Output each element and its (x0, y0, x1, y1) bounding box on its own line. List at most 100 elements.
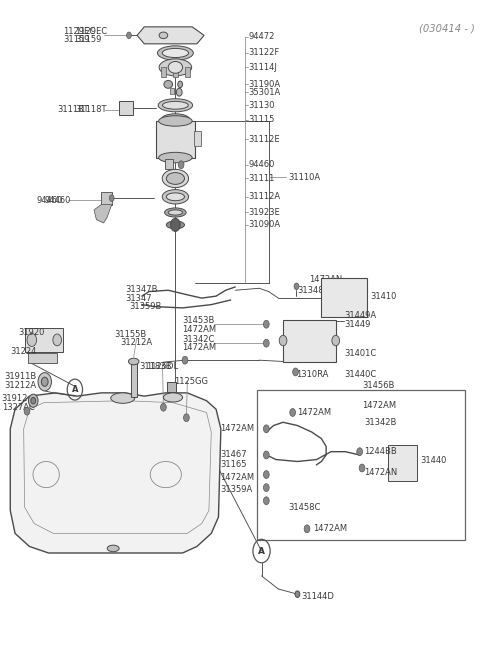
Bar (193, 132, 201, 146)
Circle shape (170, 218, 180, 231)
Bar (283, 320, 336, 362)
Text: 31920: 31920 (18, 328, 44, 337)
Text: 31190A: 31190A (249, 80, 281, 89)
Ellipse shape (158, 153, 192, 163)
Text: 31111: 31111 (249, 174, 275, 183)
Bar (169, 88, 174, 94)
Circle shape (359, 464, 365, 472)
Ellipse shape (129, 358, 139, 365)
Text: 31224: 31224 (11, 347, 37, 356)
Circle shape (357, 448, 362, 456)
Circle shape (290, 409, 296, 417)
Circle shape (178, 81, 182, 88)
Text: 1472AM: 1472AM (220, 424, 254, 434)
Circle shape (264, 496, 269, 504)
Text: 1129EC: 1129EC (63, 27, 95, 36)
Text: 31359B: 31359B (129, 302, 161, 311)
Circle shape (264, 483, 269, 491)
Circle shape (295, 591, 300, 597)
Polygon shape (10, 393, 221, 553)
Text: 31090A: 31090A (249, 220, 281, 229)
Bar (131, 362, 137, 398)
Circle shape (41, 377, 48, 386)
Bar (388, 445, 417, 481)
Text: 31159: 31159 (63, 35, 89, 45)
Text: 31118T: 31118T (75, 105, 107, 115)
Bar (156, 121, 194, 158)
Polygon shape (94, 204, 112, 223)
Text: 1472AM: 1472AM (182, 325, 216, 334)
Text: 1472AM: 1472AM (313, 524, 347, 533)
Text: 31144D: 31144D (301, 592, 334, 601)
Ellipse shape (159, 59, 192, 76)
Text: 31112A: 31112A (249, 193, 281, 201)
Text: A: A (258, 546, 265, 555)
Text: 31911B: 31911B (4, 372, 37, 381)
Bar (173, 67, 178, 77)
Text: 31114J: 31114J (249, 63, 277, 72)
Text: 31923E: 31923E (249, 208, 280, 217)
Bar (28, 353, 57, 364)
Text: 31110A: 31110A (288, 173, 320, 181)
Bar (257, 390, 465, 540)
Circle shape (127, 32, 132, 39)
Circle shape (264, 425, 269, 433)
Text: 94460: 94460 (36, 196, 63, 204)
Bar (24, 328, 63, 352)
Text: 1472AN: 1472AN (364, 468, 398, 477)
Text: 31449: 31449 (344, 320, 371, 329)
Text: 1125GG: 1125GG (174, 377, 208, 386)
Ellipse shape (168, 210, 182, 215)
Circle shape (178, 161, 184, 169)
Ellipse shape (162, 170, 189, 187)
Text: 94460: 94460 (45, 196, 71, 204)
Circle shape (24, 407, 30, 415)
Text: 1472AM: 1472AM (362, 402, 396, 411)
Ellipse shape (158, 99, 192, 112)
Ellipse shape (168, 62, 182, 73)
Ellipse shape (53, 334, 61, 346)
Circle shape (264, 471, 269, 479)
Text: 31453B: 31453B (182, 316, 215, 326)
Ellipse shape (279, 335, 287, 346)
Text: 1327AC: 1327AC (1, 403, 35, 412)
Text: 31159: 31159 (75, 35, 101, 45)
Text: 31212A: 31212A (120, 338, 153, 347)
Text: 1472AM: 1472AM (182, 343, 216, 352)
Text: 31115: 31115 (249, 115, 275, 124)
Circle shape (160, 403, 166, 411)
Ellipse shape (165, 117, 185, 123)
Circle shape (109, 195, 114, 201)
Ellipse shape (162, 102, 188, 109)
Text: 31155B: 31155B (115, 329, 147, 339)
Text: 1472AM: 1472AM (298, 408, 332, 417)
Ellipse shape (111, 393, 135, 403)
Text: 31440C: 31440C (344, 370, 377, 379)
Ellipse shape (157, 46, 193, 60)
Text: 31112E: 31112E (249, 135, 280, 143)
Ellipse shape (166, 221, 184, 229)
Circle shape (264, 451, 269, 459)
Polygon shape (137, 27, 204, 44)
Circle shape (264, 320, 269, 328)
Text: 31122F: 31122F (249, 48, 280, 58)
Text: A: A (72, 385, 78, 394)
Bar (167, 383, 176, 392)
Text: 31449A: 31449A (344, 311, 376, 320)
Ellipse shape (165, 208, 186, 217)
Bar (120, 101, 133, 115)
Circle shape (264, 339, 269, 347)
Bar (101, 191, 112, 204)
Circle shape (176, 88, 182, 96)
Circle shape (183, 414, 189, 422)
Ellipse shape (162, 189, 189, 204)
Ellipse shape (166, 193, 184, 200)
Text: 31165: 31165 (220, 460, 246, 469)
Circle shape (182, 356, 188, 364)
Ellipse shape (107, 545, 119, 552)
Circle shape (28, 394, 38, 407)
Ellipse shape (27, 333, 36, 346)
Text: 31410: 31410 (371, 292, 397, 301)
Text: 31212A: 31212A (4, 381, 36, 390)
Text: (030414 - ): (030414 - ) (419, 23, 475, 33)
